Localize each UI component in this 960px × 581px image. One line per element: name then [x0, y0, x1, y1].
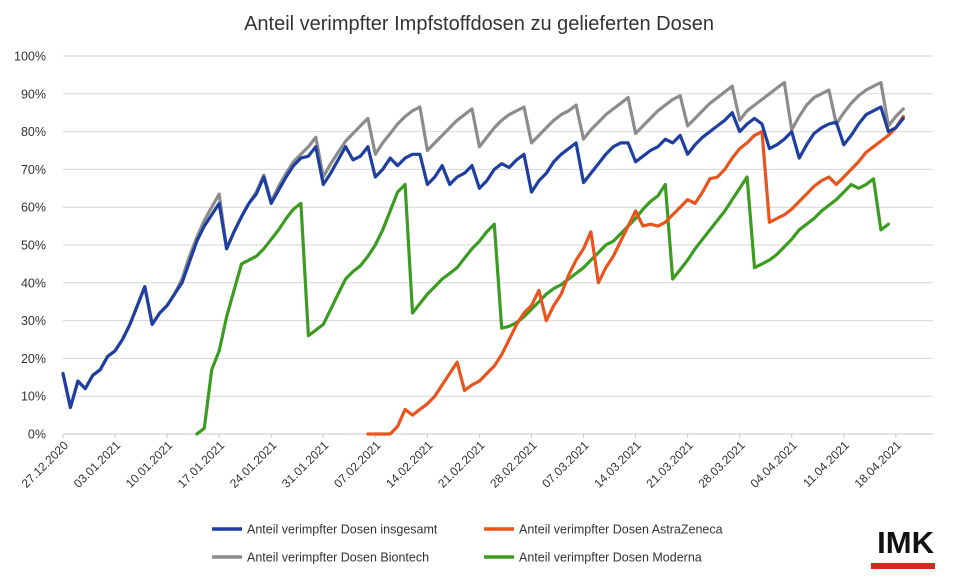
- x-tick-label: 14.02.2021: [383, 438, 436, 491]
- y-tick-label: 10%: [21, 390, 46, 404]
- y-tick-label: 70%: [21, 163, 46, 177]
- x-tick-label: 31.01.2021: [279, 438, 332, 491]
- imk-logo: IMK: [871, 525, 935, 569]
- x-tick-label: 07.03.2021: [539, 438, 592, 491]
- series-line-4: [195, 175, 890, 436]
- x-tick-label: 21.03.2021: [643, 438, 696, 491]
- y-tick-label: 40%: [21, 276, 46, 290]
- x-tick-label: 11.04.2021: [800, 438, 852, 490]
- y-tick-label: 90%: [21, 87, 46, 101]
- x-tick-label: 14.03.2021: [591, 438, 644, 491]
- y-axis-ticks: 0% 10% 20% 30% 40% 50% 60% 70% 80% 90% 100%: [14, 50, 46, 442]
- x-tick-label: 17.01.2021: [175, 438, 228, 491]
- y-tick-label: 20%: [21, 352, 46, 366]
- series-line-3: [61, 80, 905, 410]
- series-line-2: [366, 114, 905, 436]
- legend-label: Anteil verimpfter Dosen insgesamt: [247, 523, 438, 537]
- series-lines: [61, 80, 905, 436]
- x-tick-label: 10.01.2021: [123, 438, 176, 491]
- legend-label: Anteil verimpfter Dosen AstraZeneca: [519, 523, 723, 537]
- x-tick-label: 04.04.2021: [747, 438, 800, 491]
- chart-title: Anteil verimpfter Impfstoffdosen zu geli…: [244, 13, 714, 35]
- y-tick-label: 60%: [21, 201, 46, 215]
- y-tick-label: 80%: [21, 125, 46, 139]
- legend: Anteil verimpfter Dosen insgesamt Anteil …: [212, 523, 723, 565]
- x-tick-label: 18.04.2021: [852, 438, 905, 491]
- y-tick-label: 0%: [28, 428, 46, 442]
- y-tick-label: 30%: [21, 314, 46, 328]
- logo-accent-bar: [871, 563, 935, 569]
- x-tick-label: 28.03.2021: [695, 438, 748, 491]
- x-tick-label: 07.02.2021: [331, 438, 384, 491]
- x-tick-label: 24.01.2021: [227, 438, 280, 491]
- x-axis-ticks: 27.12.2020 03.01.2021 10.01.2021 17.01.2021…: [19, 434, 904, 491]
- series-line-1: [61, 105, 905, 410]
- legend-label: Anteil verimpfter Dosen Moderna: [519, 551, 702, 565]
- x-tick-label: 28.02.2021: [487, 438, 540, 491]
- y-tick-label: 100%: [14, 50, 46, 64]
- x-tick-label: 21.02.2021: [435, 438, 488, 491]
- x-tick-label: 03.01.2021: [71, 438, 124, 491]
- x-tick-label: 27.12.2020: [19, 438, 72, 491]
- logo-text: IMK: [877, 525, 934, 560]
- legend-label: Anteil verimpfter Dosen Biontech: [247, 551, 429, 565]
- y-tick-label: 50%: [21, 239, 46, 253]
